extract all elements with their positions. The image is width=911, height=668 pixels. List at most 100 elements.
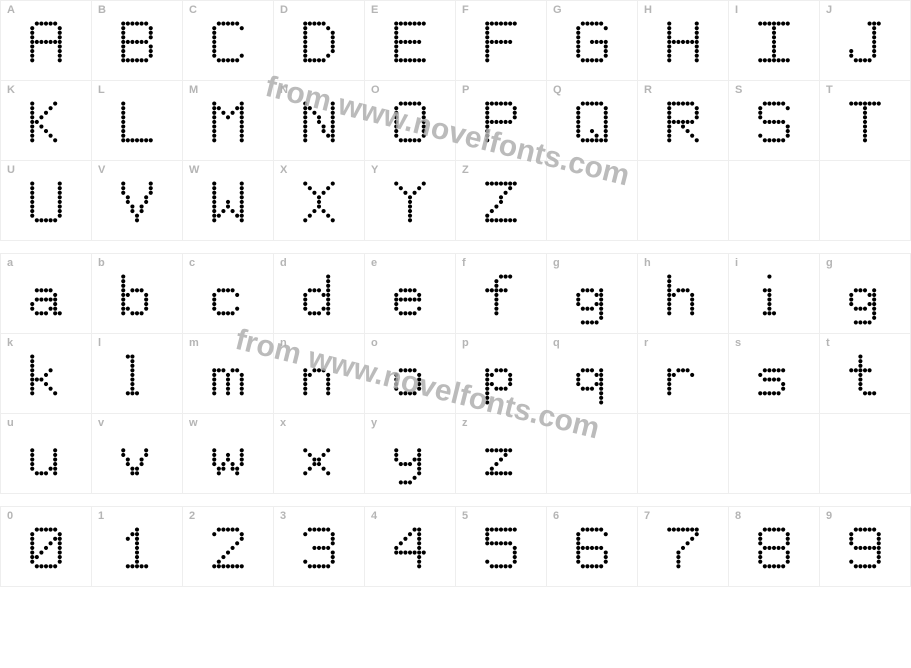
glyph bbox=[274, 254, 364, 333]
glyph bbox=[638, 1, 728, 80]
glyph-cell bbox=[820, 161, 911, 241]
glyph-cell: p bbox=[456, 334, 547, 414]
glyph-cell bbox=[547, 414, 638, 494]
glyph-cell: A bbox=[1, 1, 92, 81]
glyph-cell: q bbox=[547, 334, 638, 414]
glyph-cell: E bbox=[365, 1, 456, 81]
glyph bbox=[820, 81, 910, 160]
glyph bbox=[638, 334, 728, 413]
glyph-cell: O bbox=[365, 81, 456, 161]
glyph bbox=[820, 1, 910, 80]
glyph-cell: o bbox=[365, 334, 456, 414]
uppercase-grid: ABCDEFGHIJKLMNOPQRSTUVWXYZ bbox=[0, 0, 911, 241]
glyph-cell: e bbox=[365, 254, 456, 334]
glyph bbox=[456, 414, 546, 493]
glyph-cell: K bbox=[1, 81, 92, 161]
glyph bbox=[365, 507, 455, 586]
glyph-cell bbox=[638, 414, 729, 494]
glyph-cell: z bbox=[456, 414, 547, 494]
glyph-cell: W bbox=[183, 161, 274, 241]
glyph-cell: C bbox=[183, 1, 274, 81]
glyph-cell: u bbox=[1, 414, 92, 494]
glyph bbox=[547, 1, 637, 80]
glyph bbox=[274, 507, 364, 586]
glyph bbox=[729, 507, 819, 586]
glyph bbox=[92, 1, 182, 80]
glyph bbox=[456, 254, 546, 333]
glyph bbox=[92, 334, 182, 413]
glyph bbox=[1, 414, 91, 493]
glyph bbox=[456, 1, 546, 80]
glyph-cell: r bbox=[638, 334, 729, 414]
glyph bbox=[92, 507, 182, 586]
glyph-cell: x bbox=[274, 414, 365, 494]
glyph bbox=[274, 414, 364, 493]
glyph-cell: v bbox=[92, 414, 183, 494]
glyph bbox=[183, 414, 273, 493]
glyph bbox=[183, 161, 273, 240]
glyph-cell: V bbox=[92, 161, 183, 241]
glyph-cell: R bbox=[638, 81, 729, 161]
glyph bbox=[183, 1, 273, 80]
glyph bbox=[274, 161, 364, 240]
glyph bbox=[183, 334, 273, 413]
glyph-cell: m bbox=[183, 334, 274, 414]
glyph-cell: X bbox=[274, 161, 365, 241]
glyph bbox=[92, 81, 182, 160]
glyph-cell: 5 bbox=[456, 507, 547, 587]
glyph-cell bbox=[820, 414, 911, 494]
glyph-cell: y bbox=[365, 414, 456, 494]
glyph bbox=[547, 334, 637, 413]
glyph bbox=[456, 334, 546, 413]
lowercase-block: abcdefghigklmnopqrstuvwxyz from www.nove… bbox=[0, 253, 911, 494]
lowercase-grid: abcdefghigklmnopqrstuvwxyz bbox=[0, 253, 911, 494]
glyph bbox=[729, 334, 819, 413]
glyph bbox=[92, 254, 182, 333]
glyph-cell: b bbox=[92, 254, 183, 334]
glyph-cell: i bbox=[729, 254, 820, 334]
glyph bbox=[820, 254, 910, 333]
glyph-cell: 7 bbox=[638, 507, 729, 587]
glyph bbox=[183, 254, 273, 333]
glyph-cell: c bbox=[183, 254, 274, 334]
glyph bbox=[547, 81, 637, 160]
glyph-cell: a bbox=[1, 254, 92, 334]
glyph-cell: w bbox=[183, 414, 274, 494]
glyph-cell bbox=[729, 161, 820, 241]
glyph bbox=[638, 254, 728, 333]
glyph-cell: F bbox=[456, 1, 547, 81]
glyph-cell: N bbox=[274, 81, 365, 161]
glyph-cell: T bbox=[820, 81, 911, 161]
glyph bbox=[729, 254, 819, 333]
glyph-cell: Y bbox=[365, 161, 456, 241]
glyph bbox=[365, 1, 455, 80]
glyph bbox=[547, 254, 637, 333]
glyph-cell: G bbox=[547, 1, 638, 81]
glyph-cell: 6 bbox=[547, 507, 638, 587]
glyph-cell: 0 bbox=[1, 507, 92, 587]
glyph-cell bbox=[638, 161, 729, 241]
glyph-cell: P bbox=[456, 81, 547, 161]
glyph bbox=[1, 254, 91, 333]
glyph-cell bbox=[729, 414, 820, 494]
digits-block: 0123456789 bbox=[0, 506, 911, 587]
glyph bbox=[365, 414, 455, 493]
glyph bbox=[274, 334, 364, 413]
glyph-cell: l bbox=[92, 334, 183, 414]
glyph bbox=[1, 161, 91, 240]
glyph bbox=[92, 161, 182, 240]
glyph bbox=[365, 81, 455, 160]
glyph bbox=[274, 1, 364, 80]
glyph-cell: h bbox=[638, 254, 729, 334]
glyph bbox=[729, 81, 819, 160]
glyph-cell: S bbox=[729, 81, 820, 161]
glyph bbox=[638, 81, 728, 160]
glyph-cell: 2 bbox=[183, 507, 274, 587]
glyph-cell: 8 bbox=[729, 507, 820, 587]
glyph-cell: f bbox=[456, 254, 547, 334]
glyph-cell: Z bbox=[456, 161, 547, 241]
glyph bbox=[547, 507, 637, 586]
glyph-cell: t bbox=[820, 334, 911, 414]
glyph bbox=[456, 81, 546, 160]
glyph bbox=[183, 507, 273, 586]
